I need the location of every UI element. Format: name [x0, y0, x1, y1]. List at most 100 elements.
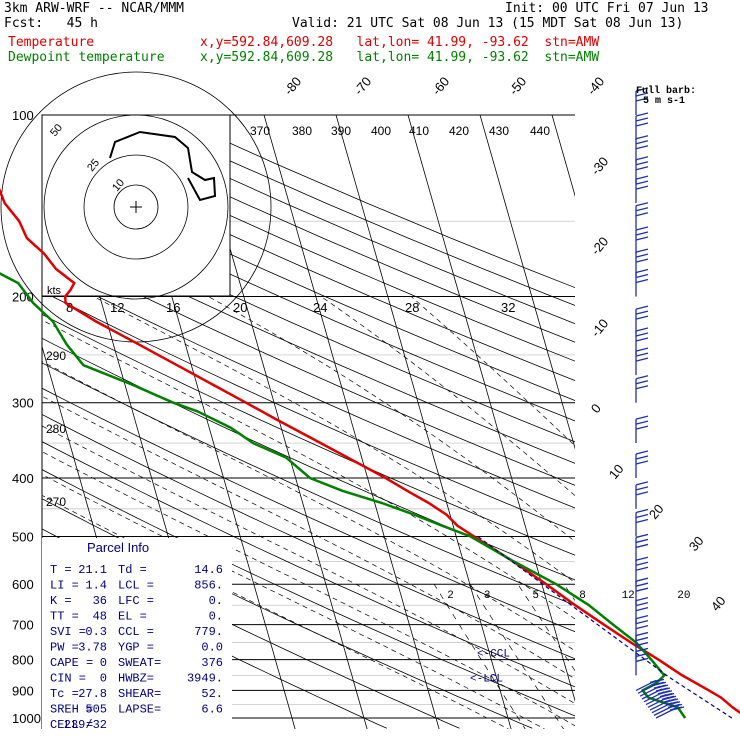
isotherm-label: -30 — [588, 154, 612, 178]
wind-barb-flag — [635, 92, 649, 97]
parcel-value: SREH = — [50, 703, 93, 717]
wind-barb — [635, 450, 649, 479]
dry-adiabat — [42, 204, 575, 443]
wind-barb-flag — [635, 486, 649, 491]
wind-barb — [641, 687, 671, 700]
theta-label: 440 — [530, 124, 550, 138]
wind-barb — [635, 415, 649, 444]
wind-barb-flag — [635, 357, 649, 362]
valid-time: Valid: 21 UTC Sat 08 Jun 13 (15 MDT Sat … — [292, 16, 684, 31]
pressure-tick-label: 300 — [12, 396, 34, 411]
mixing-ratio-line — [469, 584, 564, 729]
theta-label: 420 — [449, 124, 469, 138]
pressure-tick-label: 700 — [12, 618, 34, 633]
wind-barb-flag — [635, 156, 649, 161]
moist-adiabat — [42, 494, 509, 729]
wind-barb-flag — [635, 491, 649, 496]
wind-barb — [647, 695, 677, 708]
parcel-value: LCL = — [118, 579, 154, 593]
isotherm-label: 40 — [708, 593, 729, 614]
wind-barb — [635, 327, 649, 355]
isotherm-label: -70 — [351, 74, 375, 98]
wind-barb-flag — [635, 625, 649, 630]
dry-adiabat — [42, 290, 575, 532]
wind-barb — [635, 156, 649, 184]
isotherm-label: -50 — [506, 74, 530, 98]
dry-adiabat — [42, 441, 575, 688]
hodograph-axis-label: 12 — [110, 300, 124, 315]
wind-barb — [645, 692, 675, 706]
wind-barb-flag — [635, 566, 649, 571]
parcel-value: 0. — [209, 594, 223, 608]
mixing-ratio-label: 3 — [484, 590, 491, 602]
parcel-value: CELL = — [50, 718, 93, 732]
wind-barb-flag — [635, 273, 649, 279]
parcel-value: T = — [50, 563, 72, 577]
moist-adiabat — [320, 296, 575, 497]
wind-barb-flag — [635, 253, 649, 258]
pressure-tick-label: 1000 — [12, 711, 41, 726]
wind-barb-flag — [635, 577, 649, 582]
wind-barb-flag — [635, 596, 649, 602]
isotherm-label: 0 — [588, 401, 604, 416]
parcel-value: 0.0 — [201, 641, 223, 655]
wind-barb-flag — [635, 450, 649, 455]
dry-adiabat — [42, 387, 575, 633]
wind-barb-flag — [635, 332, 649, 337]
hodograph-ring — [43, 114, 229, 300]
wind-barb-flag — [667, 701, 681, 706]
pressure-tick-label: 600 — [12, 577, 34, 592]
dry-adiabat — [42, 362, 575, 606]
parcel-value: 21.1 — [78, 563, 107, 577]
hodograph-axis-label: 20 — [233, 300, 247, 315]
wind-barb-flag — [661, 692, 675, 698]
dry-adiabat — [42, 414, 575, 660]
wind-barb-flag — [635, 352, 649, 357]
wind-barb-flag — [635, 135, 649, 140]
theta-label: 390 — [331, 124, 351, 138]
wind-barb-flag — [635, 122, 649, 127]
theta-label: 410 — [409, 124, 429, 138]
wind-barb-flag — [635, 248, 649, 253]
pressure-tick-label: 800 — [12, 653, 34, 668]
parcel-value: 0. — [209, 610, 223, 624]
isotherm-line — [479, 115, 575, 450]
dry-adiabat — [42, 313, 575, 556]
wind-barb-flag — [635, 226, 649, 231]
moist-adiabat — [42, 451, 575, 727]
wind-barb-flag — [657, 687, 671, 692]
parcel-value: 0.3 — [85, 625, 107, 639]
wind-barb-flag — [635, 538, 649, 544]
theta-label: 280 — [46, 422, 66, 436]
parcel-value: LI = — [50, 579, 79, 593]
isotherm-label: 30 — [686, 533, 707, 554]
parcel-value: LFC = — [118, 594, 154, 608]
wind-barb-flag — [635, 631, 649, 637]
wind-barb-flag — [651, 678, 665, 684]
wind-barb-flag — [635, 305, 649, 310]
wind-barb-flag — [635, 641, 649, 647]
wind-barb — [637, 681, 667, 694]
parcel-value: 0 — [100, 656, 107, 670]
theta-label: 270 — [46, 495, 66, 509]
parcel-value: 376 — [201, 656, 223, 670]
parcel-value: 0 — [100, 672, 107, 686]
hodograph-trace — [109, 130, 217, 202]
parcel-value: 14.6 — [194, 563, 223, 577]
pressure-tick-label: 200 — [12, 290, 34, 305]
mixing-ratio-line — [433, 584, 526, 729]
wind-barb-flag — [635, 615, 649, 620]
parcel-value: YGP = — [118, 641, 154, 655]
isotherm-label: -80 — [281, 74, 305, 98]
mixing-ratio-line — [517, 584, 575, 672]
wind-barb-flag — [671, 706, 685, 711]
wind-barb-flag — [635, 601, 649, 607]
wind-barb — [635, 678, 665, 691]
wind-barb — [635, 112, 649, 140]
theta-label: 430 — [489, 124, 509, 138]
wind-barb — [651, 701, 681, 714]
parcel-value: HWBZ= — [118, 672, 154, 686]
theta-label: 380 — [292, 124, 312, 138]
wind-barb-flag — [635, 327, 649, 332]
